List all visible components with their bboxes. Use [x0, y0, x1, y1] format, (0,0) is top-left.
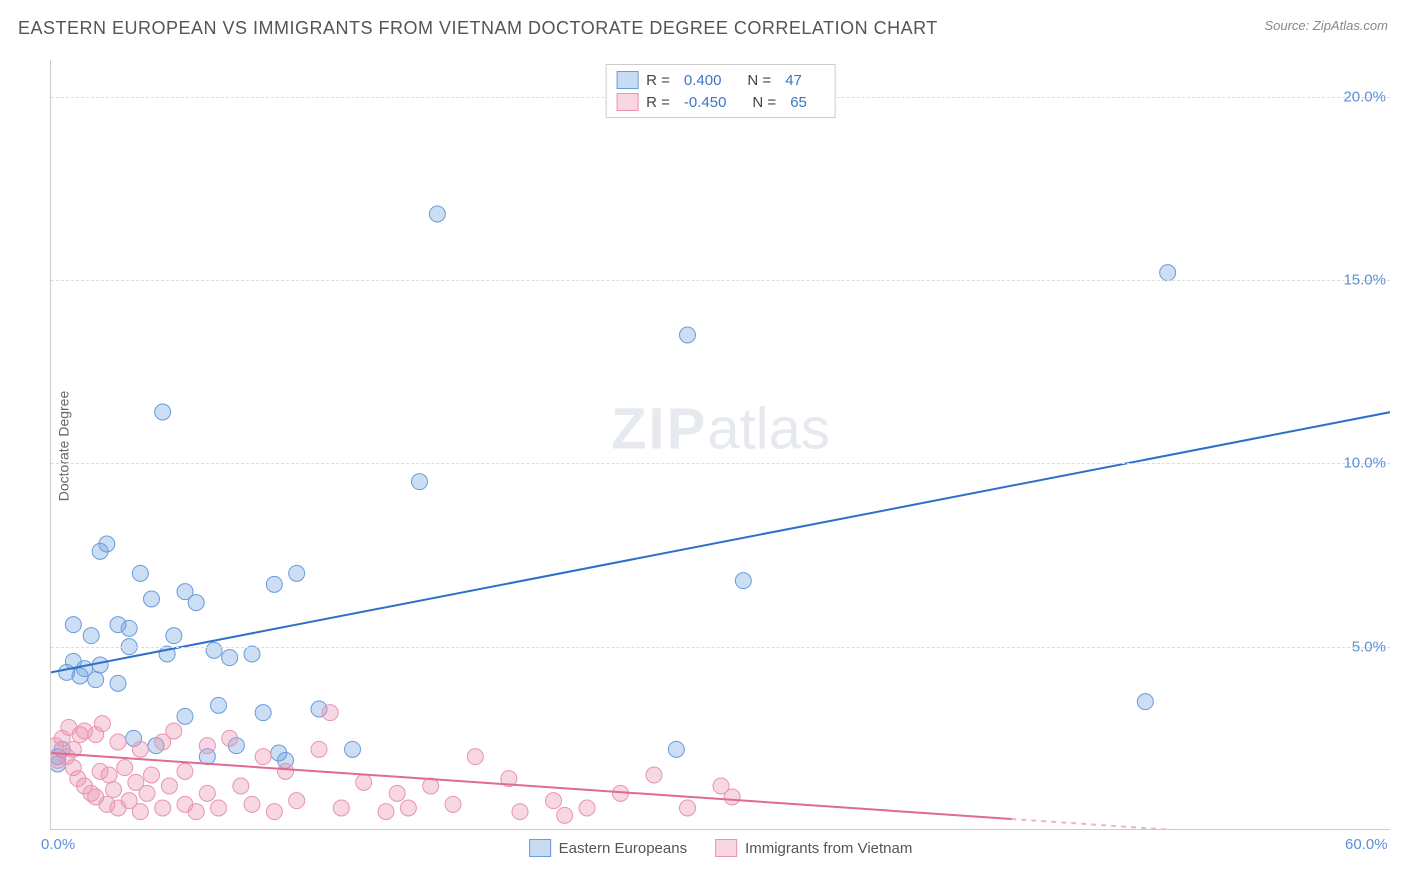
scatter-point	[94, 716, 110, 732]
swatch-blue-icon	[529, 839, 551, 857]
scatter-point	[412, 474, 428, 490]
scatter-point	[166, 628, 182, 644]
scatter-point	[106, 782, 122, 798]
scatter-point	[255, 705, 271, 721]
scatter-point	[99, 536, 115, 552]
y-tick-label: 20.0%	[1343, 88, 1392, 105]
scatter-point	[222, 650, 238, 666]
scatter-point	[680, 800, 696, 816]
scatter-point	[161, 778, 177, 794]
scatter-point	[211, 697, 227, 713]
r-value-blue: 0.400	[684, 72, 722, 89]
scatter-point	[557, 807, 573, 823]
scatter-point	[400, 800, 416, 816]
scatter-point	[92, 657, 108, 673]
scatter-plot: ZIPatlas R = 0.400 N = 47 R = -0.450 N =…	[50, 60, 1390, 830]
r-value-pink: -0.450	[684, 94, 727, 111]
legend-item-pink: Immigrants from Vietnam	[715, 839, 912, 857]
scatter-point	[333, 800, 349, 816]
scatter-point	[429, 206, 445, 222]
plot-svg	[51, 60, 1390, 829]
scatter-point	[1137, 694, 1153, 710]
scatter-point	[244, 796, 260, 812]
scatter-point	[199, 785, 215, 801]
scatter-point	[101, 767, 117, 783]
scatter-point	[378, 804, 394, 820]
scatter-point	[110, 734, 126, 750]
legend-row-pink: R = -0.450 N = 65	[616, 91, 825, 113]
scatter-point	[1160, 265, 1176, 281]
scatter-point	[188, 595, 204, 611]
y-tick-label: 10.0%	[1343, 455, 1392, 472]
scatter-point	[117, 760, 133, 776]
scatter-point	[222, 730, 238, 746]
scatter-point	[65, 617, 81, 633]
scatter-point	[132, 804, 148, 820]
n-value-pink: 65	[790, 94, 807, 111]
scatter-point	[88, 672, 104, 688]
scatter-point	[356, 774, 372, 790]
swatch-pink-icon	[715, 839, 737, 857]
scatter-point	[512, 804, 528, 820]
x-tick-label: 0.0%	[41, 836, 75, 853]
scatter-point	[132, 741, 148, 757]
scatter-point	[166, 723, 182, 739]
y-tick-label: 5.0%	[1352, 638, 1392, 655]
scatter-point	[322, 705, 338, 721]
scatter-point	[144, 591, 160, 607]
scatter-point	[83, 628, 99, 644]
scatter-point	[139, 785, 155, 801]
scatter-point	[445, 796, 461, 812]
swatch-blue-icon	[616, 71, 638, 89]
scatter-point	[546, 793, 562, 809]
scatter-point	[735, 573, 751, 589]
chart-title: EASTERN EUROPEAN VS IMMIGRANTS FROM VIET…	[18, 18, 938, 39]
legend-item-blue: Eastern Europeans	[529, 839, 687, 857]
scatter-point	[266, 804, 282, 820]
legend-row-blue: R = 0.400 N = 47	[616, 69, 825, 91]
scatter-point	[311, 741, 327, 757]
n-value-blue: 47	[785, 72, 802, 89]
scatter-point	[206, 642, 222, 658]
scatter-point	[121, 620, 137, 636]
trend-line-extrapolated	[1011, 819, 1390, 829]
scatter-point	[144, 767, 160, 783]
scatter-point	[255, 749, 271, 765]
scatter-point	[177, 708, 193, 724]
scatter-point	[278, 763, 294, 779]
trend-line	[51, 412, 1390, 672]
scatter-point	[646, 767, 662, 783]
source-attribution: Source: ZipAtlas.com	[1264, 18, 1388, 33]
scatter-point	[233, 778, 249, 794]
scatter-point	[110, 675, 126, 691]
scatter-point	[199, 738, 215, 754]
scatter-point	[724, 789, 740, 805]
scatter-point	[389, 785, 405, 801]
scatter-point	[155, 800, 171, 816]
scatter-point	[244, 646, 260, 662]
stats-legend: R = 0.400 N = 47 R = -0.450 N = 65	[605, 64, 836, 118]
scatter-point	[211, 800, 227, 816]
scatter-point	[188, 804, 204, 820]
scatter-point	[289, 565, 305, 581]
scatter-point	[579, 800, 595, 816]
scatter-point	[345, 741, 361, 757]
x-tick-label: 60.0%	[1345, 836, 1388, 853]
scatter-point	[289, 793, 305, 809]
scatter-point	[155, 404, 171, 420]
scatter-point	[680, 327, 696, 343]
scatter-point	[177, 763, 193, 779]
scatter-point	[132, 565, 148, 581]
scatter-point	[266, 576, 282, 592]
y-tick-label: 15.0%	[1343, 272, 1392, 289]
swatch-pink-icon	[616, 93, 638, 111]
series-legend: Eastern Europeans Immigrants from Vietna…	[529, 839, 913, 857]
scatter-point	[668, 741, 684, 757]
scatter-point	[467, 749, 483, 765]
